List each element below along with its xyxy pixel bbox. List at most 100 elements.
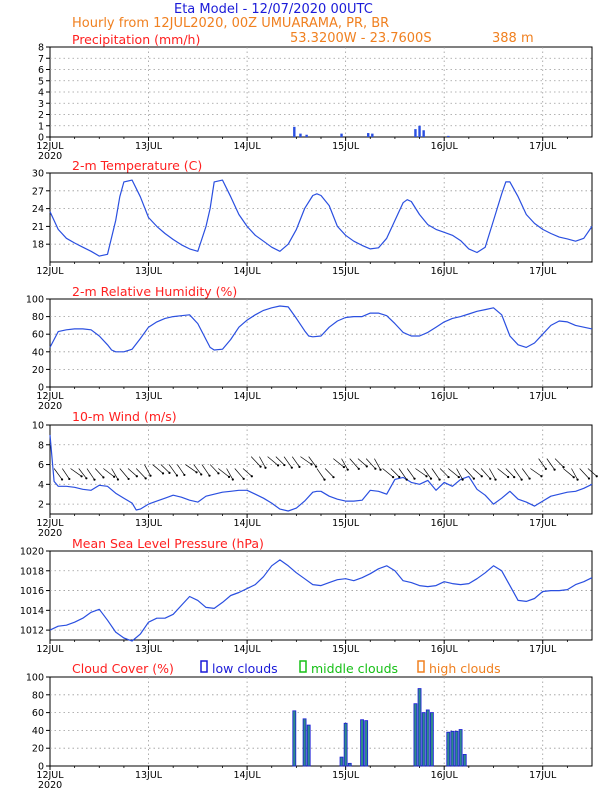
wind-arrow bbox=[111, 468, 119, 480]
y-tick-label: 6 bbox=[38, 65, 44, 76]
precip-bar bbox=[340, 133, 343, 137]
wind-arrow bbox=[275, 456, 285, 466]
wind-arrow-head bbox=[276, 464, 280, 467]
wind-arrow bbox=[513, 468, 522, 480]
wind-arrow bbox=[489, 468, 496, 480]
wind-arrow-head bbox=[323, 478, 326, 481]
x-tick-label: 13JUL bbox=[135, 644, 163, 655]
y-tick-label: 0 bbox=[38, 383, 44, 394]
wind-arrow bbox=[324, 468, 334, 478]
x-tick-label: 15JUL bbox=[332, 770, 360, 781]
wind-arrow-head bbox=[472, 477, 475, 480]
wind-arrow bbox=[62, 468, 70, 480]
wind-arrow bbox=[152, 464, 164, 474]
x-tick-label: 15JUL bbox=[332, 518, 360, 529]
wind-arrow-head bbox=[161, 472, 165, 475]
wind-arrow-head bbox=[587, 477, 591, 480]
wind-arrow-head bbox=[562, 465, 565, 469]
wind-arrow bbox=[538, 458, 547, 470]
precip-bar bbox=[414, 129, 417, 137]
x-tick-label: 13JUL bbox=[135, 518, 163, 529]
wind-arrow bbox=[218, 468, 230, 478]
y-tick-label: 1014 bbox=[20, 606, 44, 617]
wind-arrow-head bbox=[425, 475, 428, 478]
x-tick-label: 14JUL bbox=[234, 266, 262, 277]
wind-arrow-head bbox=[398, 475, 401, 479]
cloud-bar bbox=[417, 688, 422, 767]
chart-title: Eta Model - 12/07/2020 00UTC bbox=[174, 2, 373, 17]
x-tick-label: 13JUL bbox=[135, 391, 163, 402]
wind-arrow bbox=[160, 464, 170, 474]
pressure-title: Mean Sea Level Pressure (hPa) bbox=[72, 536, 264, 551]
wind-arrow-head bbox=[540, 475, 543, 478]
plot-frame bbox=[49, 172, 593, 263]
wind-arrow bbox=[423, 468, 432, 479]
wind-arrow bbox=[209, 464, 219, 474]
y-tick-label: 60 bbox=[32, 708, 44, 719]
y-tick-label: 100 bbox=[26, 295, 44, 306]
cloud-bar bbox=[454, 730, 459, 767]
wind-arrow-head bbox=[544, 467, 547, 470]
wind-arrow bbox=[398, 468, 408, 480]
wind-arrow-head bbox=[227, 475, 231, 478]
panels: 12JUL 13JUL 14JUL 15JUL 16JUL 17JUL2020012345… bbox=[20, 43, 598, 791]
wind-arrow bbox=[390, 468, 400, 478]
cloud-bar bbox=[306, 724, 311, 767]
wind-arrow bbox=[70, 468, 82, 477]
wind-arrow-head bbox=[480, 475, 483, 478]
wind-arrow-head bbox=[80, 475, 83, 478]
wind-arrow bbox=[563, 468, 574, 478]
x-tick-label: 13JUL bbox=[135, 141, 163, 152]
wind-arrow-head bbox=[231, 478, 234, 481]
y-tick-label: 3 bbox=[38, 99, 44, 110]
wind-arrow bbox=[94, 468, 104, 478]
y-tick-label: 18 bbox=[32, 240, 44, 251]
x-tick-label: 12JUL bbox=[36, 518, 64, 529]
wind-arrow bbox=[201, 464, 210, 476]
wind-arrow bbox=[119, 468, 129, 480]
x-tick-label: 16JUL bbox=[431, 770, 459, 781]
x-tick-label: 17JUL bbox=[529, 518, 557, 529]
wind-arrow-head bbox=[264, 466, 267, 469]
y-tick-label: 20 bbox=[32, 365, 44, 376]
series-line bbox=[49, 559, 593, 642]
y-tick-label: 40 bbox=[32, 726, 44, 737]
x-tick-label: 15JUL bbox=[332, 266, 360, 277]
cloud-bar bbox=[413, 703, 418, 767]
precip-title: Precipitation (mm/h) bbox=[72, 32, 200, 47]
legend-low-swatch bbox=[200, 660, 208, 673]
wind-arrow bbox=[300, 456, 312, 465]
wind-arrow-head bbox=[314, 465, 318, 468]
y-tick-label: 27 bbox=[32, 186, 44, 197]
y-tick-label: 60 bbox=[32, 330, 44, 341]
wind-arrow-head bbox=[342, 465, 346, 469]
x-tick-label: 12JUL bbox=[36, 644, 64, 655]
cloud-legend: low clouds middle clouds high clouds bbox=[200, 660, 501, 676]
wind-arrow-head bbox=[507, 475, 510, 479]
cloud-bar bbox=[302, 718, 307, 767]
x-tick-label: 17JUL bbox=[529, 141, 557, 152]
x-tick-label: 13JUL bbox=[135, 266, 163, 277]
chart-subtitle: Hourly from 12JUL2020, 00Z UMUARAMA, PR,… bbox=[72, 16, 389, 31]
y-tick-label: 0 bbox=[38, 762, 44, 773]
wind-arrow-head bbox=[494, 478, 497, 481]
wind-arrow-head bbox=[290, 466, 293, 469]
wind-arrow-head bbox=[553, 468, 556, 471]
precip-bar bbox=[305, 134, 308, 137]
wind-arrow-head bbox=[195, 471, 198, 474]
wind-arrow-head bbox=[168, 471, 171, 474]
y-tick-label: 4 bbox=[38, 88, 44, 99]
wind-arrow-head bbox=[346, 468, 349, 471]
x-tick-label: 15JUL bbox=[332, 644, 360, 655]
wind-arrow-head bbox=[116, 478, 120, 481]
wind-arrow bbox=[144, 464, 151, 476]
wind-arrow bbox=[341, 458, 349, 470]
panel-4: 12JUL 13JUL 14JUL 15JUL 16JUL 17JUL 2020 2 4 6 8 10 bbox=[32, 421, 598, 539]
wind-arrow-head bbox=[438, 478, 441, 481]
wind-arrow bbox=[267, 456, 279, 466]
wind-arrow bbox=[193, 464, 202, 475]
wind-arrow-head bbox=[595, 475, 598, 478]
x-tick-label: 16JUL bbox=[431, 266, 459, 277]
wind-arrow-head bbox=[85, 477, 88, 480]
x-tick-label: 17JUL bbox=[529, 266, 557, 277]
